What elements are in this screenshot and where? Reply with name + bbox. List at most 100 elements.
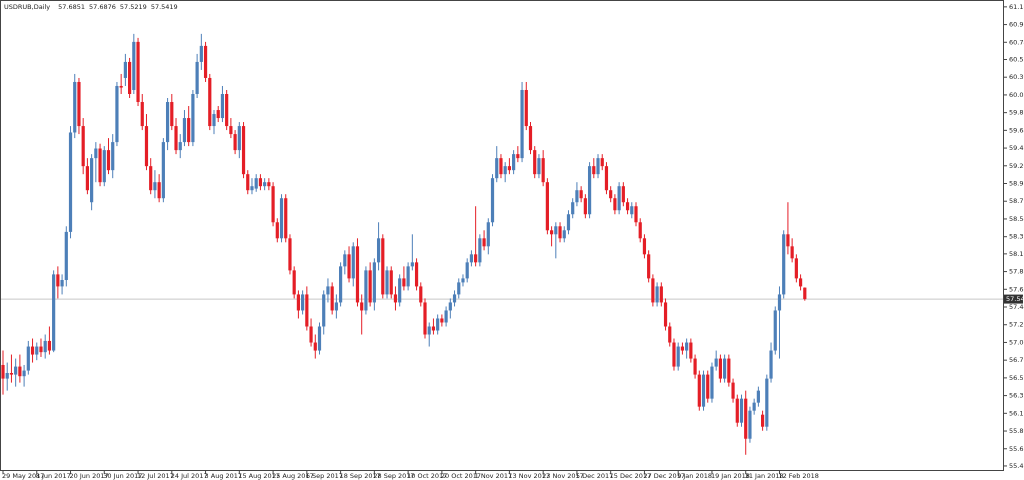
candle-body	[448, 302, 452, 311]
candle-body	[376, 238, 381, 263]
candle-body	[187, 118, 191, 143]
candle-body	[317, 326, 322, 351]
candle-body	[457, 282, 461, 295]
x-tick-label: 30 Jun 2017	[103, 472, 142, 480]
candle-body	[512, 154, 516, 171]
candle-body	[507, 166, 511, 171]
candle-body	[322, 294, 326, 327]
candle-body	[225, 93, 229, 127]
candle-body	[22, 370, 26, 377]
candle-body	[237, 126, 241, 151]
candle-body	[545, 182, 549, 231]
candle-body	[39, 346, 43, 353]
candle-body	[782, 234, 786, 295]
candle-body	[541, 158, 545, 183]
y-tick-label: 59.8675	[1009, 109, 1024, 117]
plot-frame	[0, 0, 1004, 471]
candle-body	[9, 372, 14, 375]
candle-body	[389, 270, 393, 295]
candle-body	[56, 274, 60, 287]
candle-body	[52, 274, 56, 351]
candle-body	[604, 166, 609, 191]
header-value: 57.6851	[58, 3, 85, 11]
candle-body	[208, 77, 212, 127]
y-tick-label: 59.2045	[1009, 162, 1024, 170]
candle-body	[516, 154, 520, 159]
candle-body	[355, 246, 360, 303]
candle-body	[617, 186, 621, 211]
y-tick-label: 57.8850	[1009, 268, 1024, 276]
candle-body	[111, 142, 115, 171]
candle-body	[132, 41, 136, 90]
candle-body	[714, 358, 718, 367]
candle-body	[271, 186, 275, 223]
candle-body	[647, 254, 651, 279]
x-tick-label: 12 Jul 2017	[137, 472, 174, 480]
candle-body	[233, 134, 237, 151]
candle-body	[393, 294, 398, 303]
candle-body	[35, 346, 39, 355]
candle-body	[419, 286, 423, 303]
x-tick-label: 8 Jun 2017	[36, 472, 71, 480]
candle-body	[579, 190, 583, 199]
y-tick-label: 58.3200	[1009, 233, 1024, 241]
candle-body	[68, 132, 73, 232]
y-tick-label: 60.0885	[1009, 91, 1024, 99]
candle-body	[436, 318, 440, 331]
x-tick-label: 27 Dec 2017	[643, 472, 685, 480]
candle-body	[528, 126, 533, 151]
candle-body	[642, 238, 647, 255]
candle-body	[773, 310, 777, 351]
candle-body	[655, 286, 659, 303]
candle-body	[81, 126, 85, 167]
candle-body	[756, 390, 760, 403]
candle-body	[571, 202, 575, 215]
y-tick-label: 59.6465	[1009, 126, 1024, 134]
candle-body	[609, 190, 613, 199]
y-tick-label: 57.0010	[1009, 338, 1024, 346]
candle-body	[334, 302, 338, 311]
candle-body	[427, 326, 431, 335]
candle-body	[212, 114, 216, 127]
candle-body	[634, 206, 638, 223]
candle-body	[668, 326, 672, 343]
y-tick-label: 55.4605	[1009, 462, 1024, 470]
candle-body	[625, 202, 630, 211]
candle-body	[761, 414, 765, 427]
candle-body	[752, 402, 756, 411]
x-tick-label: 19 Jan 2018	[711, 472, 750, 480]
x-tick-label: 15 Dec 2017	[610, 472, 652, 480]
candle-body	[30, 346, 35, 355]
x-tick-label: 24 Jul 2017	[171, 472, 208, 480]
y-tick-label: 57.4430	[1009, 303, 1024, 311]
candle-body	[676, 346, 680, 367]
candle-body	[144, 126, 149, 167]
candle-body	[77, 81, 81, 127]
candle-body	[178, 142, 182, 151]
candle-body	[301, 294, 305, 311]
candle-body	[14, 366, 18, 375]
candle-body	[499, 158, 503, 175]
candle-body	[372, 262, 376, 303]
candle-body	[469, 254, 474, 263]
candle-body	[309, 326, 313, 343]
candle-body	[241, 126, 246, 175]
candle-body	[689, 342, 693, 359]
candle-body	[461, 278, 465, 283]
candle-body	[254, 178, 258, 189]
candle-body	[279, 198, 284, 239]
candle-body	[765, 378, 769, 427]
candle-body	[313, 342, 317, 351]
candle-body	[275, 222, 279, 239]
candle-body	[149, 166, 153, 191]
candle-body	[18, 366, 22, 377]
x-tick-label: 28 Sep 2017	[373, 472, 414, 480]
symbol: USDRUB,Daily	[4, 3, 50, 11]
header-value: 57.6876	[89, 3, 116, 11]
x-tick-label: 20 Jun 2017	[70, 472, 109, 480]
y-tick-label: 61.1870	[1009, 3, 1024, 11]
candle-body	[182, 118, 187, 143]
candle-body	[723, 358, 727, 379]
candle-body	[85, 166, 89, 191]
candle-body	[474, 254, 478, 263]
